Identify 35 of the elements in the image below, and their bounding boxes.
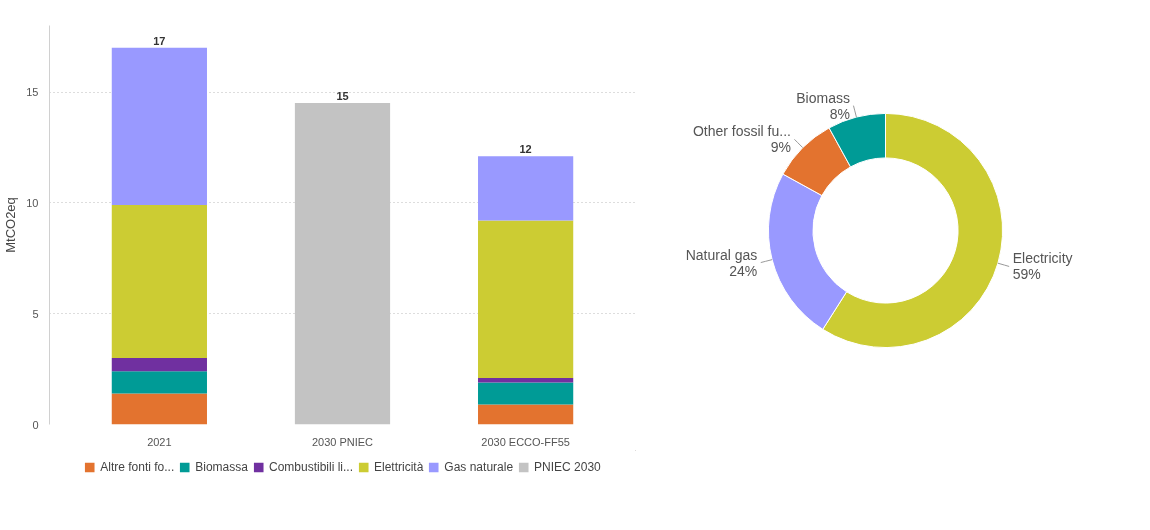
- bar: [478, 382, 574, 405]
- y-tick-label: 10: [26, 196, 39, 209]
- data-label: 59%: [1012, 266, 1041, 283]
- y-tick-label: 15: [26, 86, 39, 98]
- legend-label: Combustibili li...: [268, 460, 353, 474]
- bar: [111, 47, 207, 206]
- x-tick-label: 2021: [147, 435, 172, 448]
- y-tick-label: 5: [32, 307, 39, 320]
- bar: [478, 156, 574, 221]
- slice-label: Natural gas: [685, 246, 758, 263]
- total-label: 15: [336, 90, 349, 103]
- legend-label: Altre fonti fo...: [100, 460, 175, 474]
- x-tick-label: 2030 ECCO-FF55: [481, 435, 570, 448]
- data-label: 24%: [729, 262, 758, 279]
- bar: [111, 393, 207, 425]
- y-tick-label: 0: [32, 418, 39, 431]
- legend-label: PNIEC 2030: [534, 460, 601, 474]
- total-label: 12: [519, 143, 532, 156]
- legend-label: Gas naturale: [444, 460, 514, 474]
- data-label: 8%: [829, 105, 850, 122]
- bar: [478, 404, 574, 425]
- y-axis-title: MtCO2eq: [3, 197, 19, 253]
- slice-label: Other fossil fu...: [692, 123, 791, 140]
- bar: [478, 220, 574, 378]
- bar: [111, 205, 207, 358]
- total-label: 17: [153, 34, 166, 47]
- legend-label: Biomassa: [195, 460, 248, 474]
- slice-label: Biomass: [796, 89, 850, 106]
- slice-label: Electricity: [1012, 250, 1073, 267]
- data-label: 9%: [770, 139, 791, 156]
- bar: [111, 371, 207, 394]
- legend-label: Elettricità: [373, 460, 424, 474]
- x-tick-label: 2030 PNIEC: [311, 435, 374, 448]
- bar: [111, 358, 207, 372]
- bar: [478, 377, 574, 383]
